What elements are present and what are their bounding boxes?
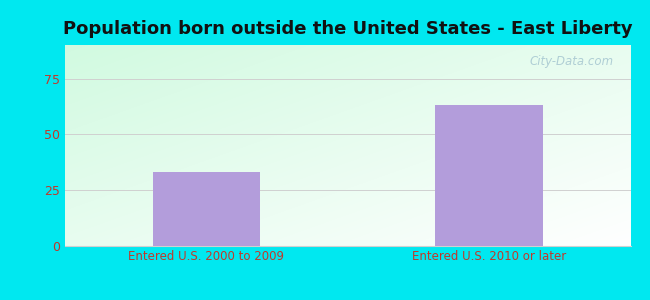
Bar [436,105,543,246]
Title: Population born outside the United States - East Liberty: Population born outside the United State… [63,20,632,38]
Text: City-Data.com: City-Data.com [529,55,614,68]
Bar [153,172,260,246]
